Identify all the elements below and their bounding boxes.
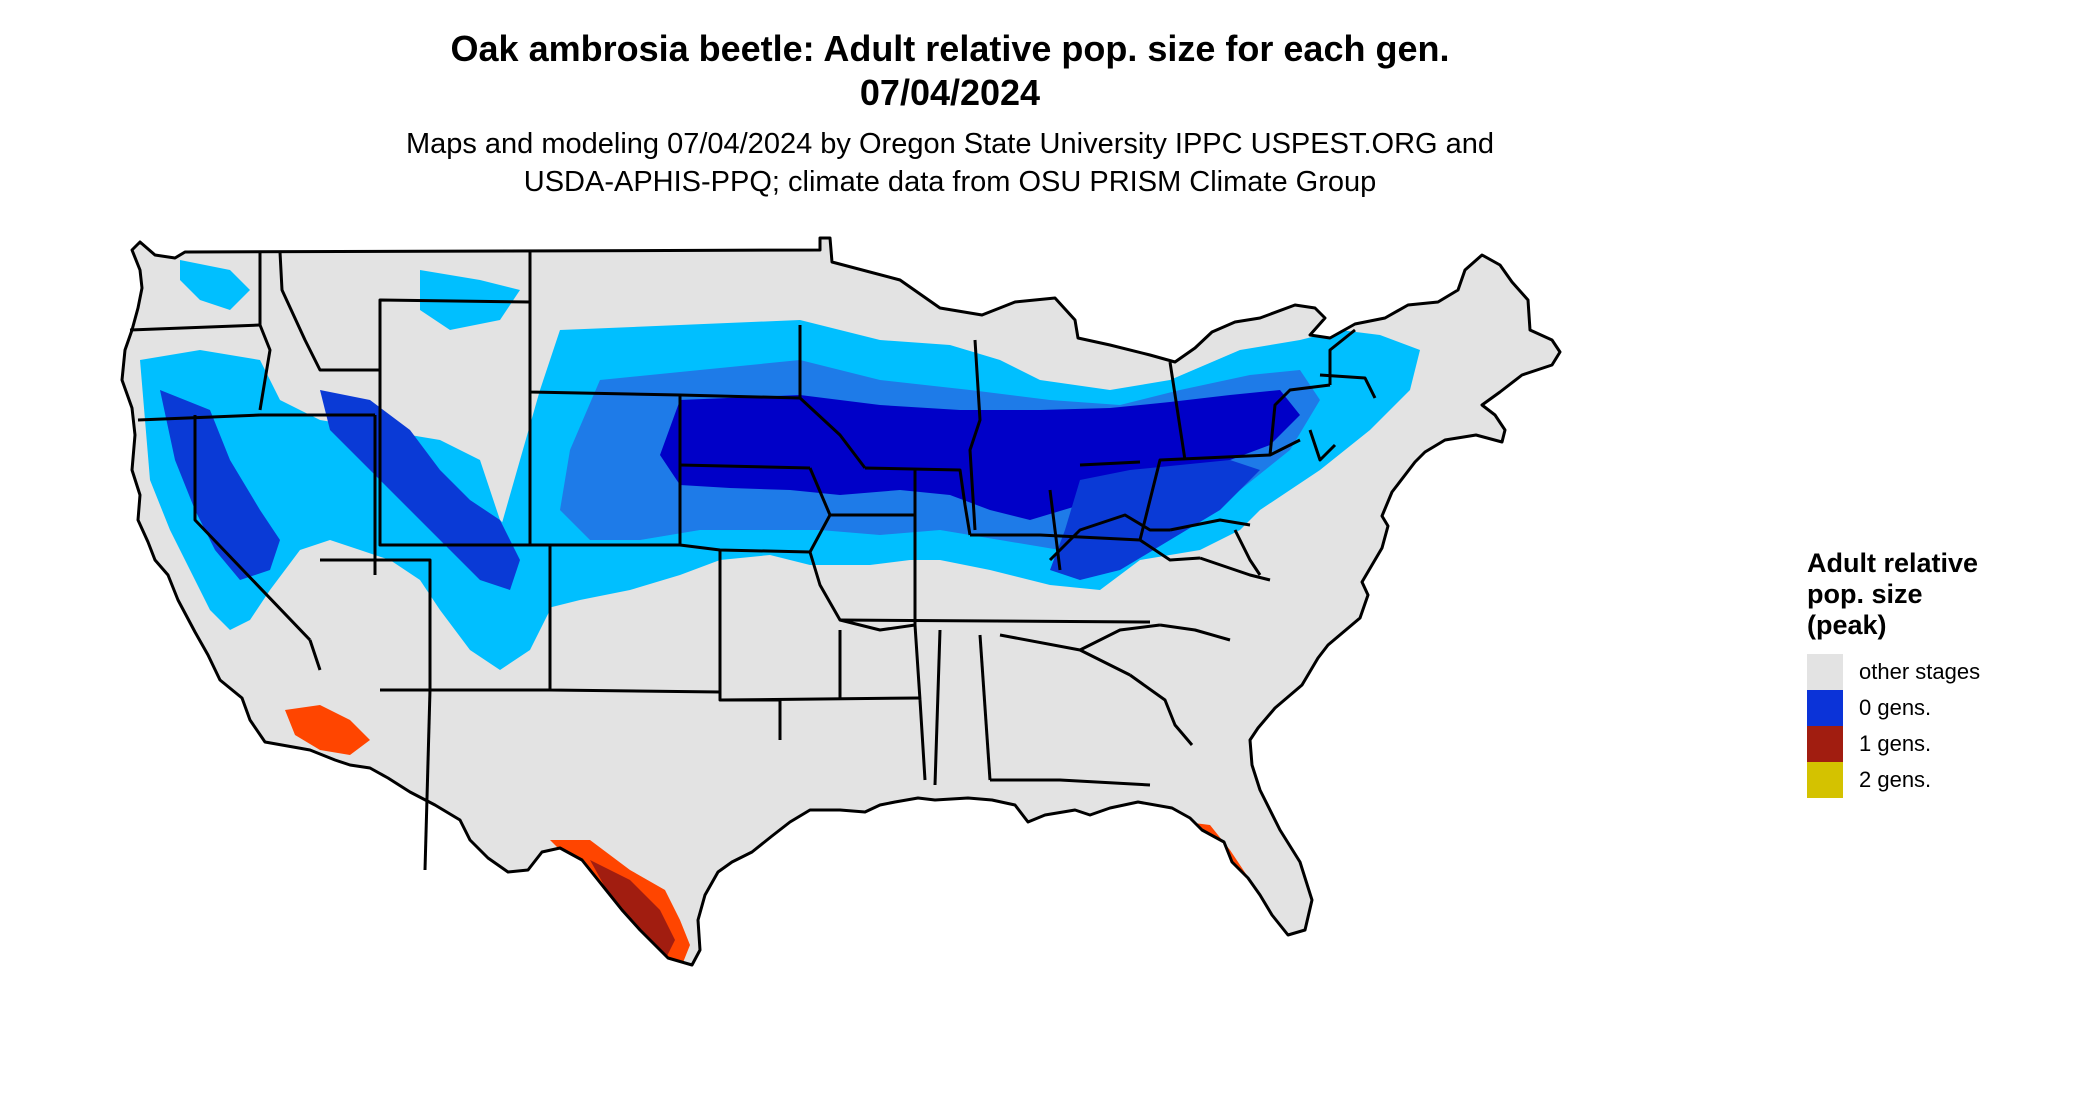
credits-line-2: USDA-APHIS-PPQ; climate data from OSU PR…	[523, 166, 1377, 198]
legend-item-2-gens: 2 gens.	[1807, 762, 2087, 798]
legend-title: Adult relative pop. size (peak)	[1807, 548, 1979, 640]
zone-nw-blue	[180, 260, 250, 310]
credits-line-1: Maps and modeling 07/04/2024 by Oregon S…	[405, 128, 1495, 160]
legend-item-1-gens: 1 gens.	[1807, 726, 2087, 762]
legend-item-0-gens: 0 gens.	[1807, 690, 2087, 726]
us-map	[120, 236, 1562, 967]
map-date: 07/04/2024	[859, 72, 1041, 113]
legend-swatch-0-gens	[1807, 690, 1843, 726]
legend-swatch-other	[1807, 654, 1843, 690]
legend-label-1-gens: 1 gens.	[1859, 731, 1932, 756]
zone-1gen-southwest	[285, 705, 370, 755]
zone-darkblue-west	[160, 390, 280, 580]
zone-blue-appalachia	[1050, 460, 1260, 580]
map-legend: Adult relative pop. size (peak) other st…	[1807, 548, 2087, 798]
zone-blue-west	[140, 350, 550, 670]
state-borders	[120, 236, 1562, 967]
legend-item-other-stages: other stages	[1807, 654, 2087, 690]
legend-label-other: other stages	[1859, 659, 1981, 684]
zone-dark-blue-core	[660, 390, 1300, 520]
legend-swatch-1-gens	[1807, 726, 1843, 762]
legend-swatch-2-gens	[1807, 762, 1843, 798]
zone-darkblue-rockies	[320, 390, 520, 590]
legend-label-0-gens: 0 gens.	[1859, 695, 1932, 720]
legend-label-2-gens: 2 gens.	[1859, 767, 1932, 792]
zone-1gen-texas-core	[590, 860, 675, 960]
map-title: Oak ambrosia beetle: Adult relative pop.…	[450, 28, 1450, 69]
